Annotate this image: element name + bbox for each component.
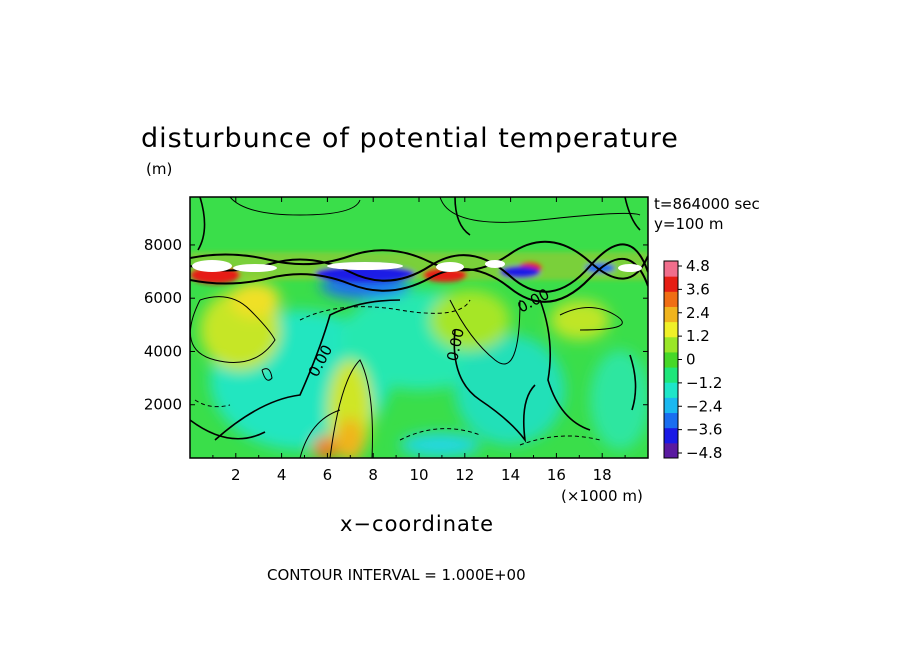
colorbar-swatch: [664, 321, 678, 338]
saturated-blob: [233, 264, 277, 272]
warm-region: [313, 436, 337, 458]
colorbar-swatch: [664, 291, 678, 307]
x-tick-label: 16: [547, 466, 566, 484]
contour-band: [190, 240, 648, 303]
colorbar-tick-label: 2.4: [686, 304, 710, 322]
contour-line: [190, 243, 648, 293]
contour-line: [261, 368, 273, 381]
colorbar-swatch: [664, 336, 678, 353]
colorbar-swatch: [664, 397, 678, 414]
contour-line: [299, 409, 341, 458]
x-tick-label: 4: [277, 466, 287, 484]
cool-region: [590, 350, 648, 450]
time-annotation: t=864000 sec y=100 m: [654, 194, 760, 234]
time-label: t=864000 sec: [654, 195, 760, 213]
x-axis-label: x−coordinate: [340, 512, 495, 536]
x-tick-label: 10: [409, 466, 428, 484]
y-tick-label: 2000: [144, 396, 182, 414]
colorbar-swatch: [664, 427, 678, 444]
y-tick-label: 6000: [144, 289, 182, 307]
x-tick-label: 18: [593, 466, 612, 484]
colorbar-swatch: [664, 367, 678, 383]
saturated-blob: [327, 262, 403, 270]
contour-interval-note: CONTOUR INTERVAL = 1.000E+00: [267, 566, 526, 584]
heatmap-field: 0.00 0.00 0.00: [190, 197, 648, 458]
cool-region: [455, 335, 565, 445]
colorbar-swatch: [664, 276, 678, 292]
dashed-contours: [194, 299, 601, 446]
contour-line: [229, 197, 361, 216]
cold-spot: [315, 266, 415, 282]
colorbar-tick-label: −1.2: [686, 374, 722, 392]
x-tick-label: 8: [368, 466, 378, 484]
colorbar-swatch: [664, 382, 678, 398]
contour-line: [539, 299, 591, 431]
contour-line: [454, 197, 471, 236]
contour-line: [299, 299, 471, 321]
y-axis-unit: (m): [146, 160, 173, 178]
saturated-blob: [485, 260, 505, 268]
warm-region: [430, 290, 510, 350]
thin-contours: [190, 197, 641, 458]
y-tick-label: 4000: [144, 342, 182, 360]
saturated-blob: [192, 260, 232, 272]
y-tick-label: 8000: [144, 236, 182, 254]
contour-line: [214, 299, 401, 441]
x-tick-label: 12: [455, 466, 474, 484]
colorbar-tick-label: −3.6: [686, 421, 722, 439]
colorbar-tick-label: −4.8: [686, 444, 722, 462]
colorbar-swatch: [664, 306, 678, 323]
x-tick-label: 2: [231, 466, 241, 484]
contour-line: [329, 359, 373, 458]
colorbar-tick-label: 3.6: [686, 280, 710, 298]
contour-line: [449, 299, 521, 365]
y-slice-label: y=100 m: [654, 215, 724, 233]
x-tick-label: 14: [501, 466, 520, 484]
chart-title: disturbunce of potential temperature: [141, 123, 679, 154]
contour-line: [453, 329, 536, 443]
colorbar-tick-label: 0: [686, 351, 696, 369]
colorbar-swatch: [664, 442, 678, 459]
colorbar-tick-label: −2.4: [686, 397, 722, 415]
x-axis-unit: (×1000 m): [561, 487, 643, 505]
contour-line: [194, 399, 231, 408]
zero-contours: [190, 197, 641, 443]
warm-region: [550, 300, 610, 340]
colorbar-tick-label: 1.2: [686, 327, 710, 345]
contour-line: [519, 435, 601, 446]
contour-line: [399, 428, 481, 441]
colorbar-swatch: [664, 351, 678, 368]
colorbar-swatch: [664, 261, 678, 277]
colorbar-tick-label: 4.8: [686, 257, 710, 275]
contour-line: [439, 197, 641, 223]
contour-line: [190, 296, 276, 363]
colorbar: 4.8 3.6 2.4 1.2 0 −1.2 −2.4 −3.6 −4.8: [663, 257, 722, 462]
contour-line: [190, 419, 266, 440]
contour-line: [629, 354, 637, 411]
contour-line: [559, 307, 623, 331]
axes: 2 4 6 8 10 12 14 16 18 2000 4000 6000 8000: [144, 197, 648, 484]
warm-region: [230, 282, 280, 318]
warm-region: [336, 418, 364, 458]
saturated-blob: [618, 264, 642, 272]
contour-line: [190, 240, 648, 280]
colorbar-swatch: [664, 412, 678, 429]
x-tick-label: 6: [323, 466, 333, 484]
contour-line: [197, 197, 206, 251]
white-blobs: [192, 260, 642, 272]
contour-line: [624, 197, 641, 231]
cold-core: [400, 433, 480, 457]
contour-line: [190, 258, 648, 303]
saturated-blob: [436, 262, 464, 272]
